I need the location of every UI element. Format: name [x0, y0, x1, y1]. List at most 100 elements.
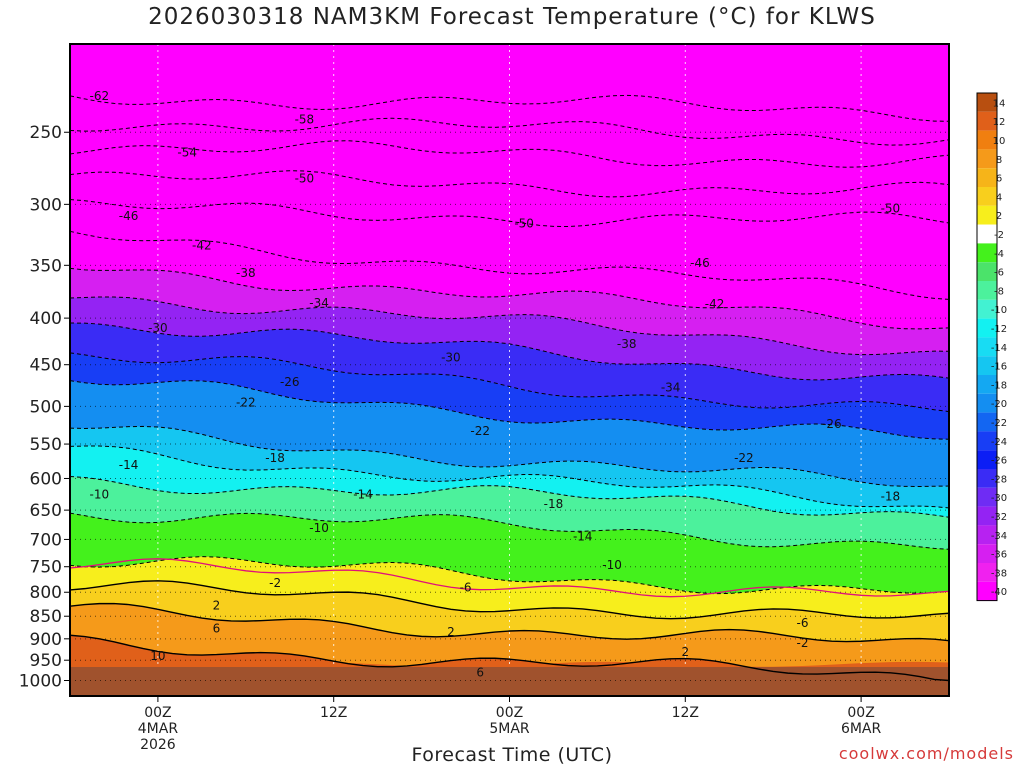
colorbar-label: -34 — [991, 531, 1007, 542]
contour-label: -6 — [797, 616, 809, 630]
y-tick-label: 1000 — [19, 671, 62, 691]
isotherm--50 — [70, 170, 949, 198]
colorbar-swatch — [977, 299, 997, 319]
colorbar: 14 12 10 8 6 4 2 -2 -4 -6 -8 -10 -12 -14 -16 -18 -20 -22 -… — [976, 92, 1007, 602]
y-tick-label: 850 — [30, 607, 62, 627]
band--62 — [70, 95, 949, 146]
colorbar-label: -20 — [991, 399, 1007, 410]
x-tick-label: 5MAR — [489, 721, 530, 737]
colorbar-swatch — [977, 111, 997, 131]
colorbar-swatch — [977, 93, 997, 112]
colorbar-swatch — [977, 187, 997, 206]
colorbar-swatch — [977, 393, 997, 413]
y-tick-label: 300 — [30, 195, 62, 215]
colorbar-swatch — [977, 450, 997, 469]
contour-label: -50 — [881, 201, 901, 215]
colorbar-label: 10 — [993, 136, 1006, 147]
y-tick-label: 450 — [30, 356, 62, 376]
colorbar-swatch — [977, 262, 997, 281]
isotherm--6 — [70, 512, 949, 550]
contour-label: -50 — [295, 171, 315, 185]
band-6 — [70, 603, 949, 681]
isotherm--62 — [70, 94, 949, 122]
contour-label: -14 — [573, 530, 593, 544]
colorbar-label: -24 — [991, 437, 1007, 448]
colorbar-label: -22 — [991, 418, 1007, 429]
x-axis-label: Forecast Time (UTC) — [411, 744, 613, 766]
colorbar-label: 2 — [996, 211, 1002, 222]
contour-label: 6 — [476, 665, 484, 679]
isotherm--46 — [70, 199, 949, 228]
isotherm--34 — [70, 296, 949, 356]
colorbar-label: 8 — [996, 155, 1002, 166]
band--22 — [70, 380, 949, 487]
band--6 — [70, 513, 949, 594]
contour-label: -54 — [177, 145, 197, 159]
colorbar-label: -2 — [994, 230, 1004, 241]
band--50 — [70, 170, 949, 227]
contour-label: -18 — [881, 490, 901, 504]
contour-label: 10 — [150, 649, 165, 663]
contour-label: 6 — [213, 622, 221, 636]
y-tick-label: 800 — [30, 583, 62, 603]
isotherm--54 — [70, 140, 949, 168]
y-tick-label: 900 — [30, 630, 62, 650]
colorbar-label: -12 — [991, 324, 1007, 335]
colorbar-swatch — [977, 544, 997, 563]
contour-label: -62 — [89, 89, 109, 103]
colorbar-label: -26 — [991, 456, 1007, 467]
colorbar-label: 14 — [993, 98, 1006, 109]
colorbar-label: -36 — [991, 550, 1007, 561]
grid-lines — [70, 44, 949, 681]
isotherm--14 — [70, 445, 949, 509]
colorbar-frame — [976, 92, 998, 602]
band--42 — [70, 231, 949, 329]
contour-label: -2 — [269, 576, 281, 590]
colorbar-label: -8 — [994, 286, 1004, 297]
contour-label: -14 — [119, 458, 139, 472]
isotherm--22 — [70, 380, 949, 440]
colorbar-swatch — [977, 130, 997, 150]
contour-label: -30 — [148, 321, 168, 335]
ground-rect — [70, 667, 949, 696]
colorbar-swatch — [977, 431, 997, 451]
contour-label: 2 — [447, 625, 455, 639]
isotherm--2 — [70, 556, 949, 595]
colorbar-swatch — [977, 243, 997, 263]
contour-label: -26 — [822, 417, 842, 431]
isotherm-6 — [70, 602, 949, 643]
x-tick-label: 4MAR — [138, 721, 179, 737]
colorbar-label: -30 — [991, 493, 1007, 504]
colorbar-swatch — [977, 525, 997, 545]
band--18 — [70, 426, 949, 508]
colorbar-swatch — [977, 168, 997, 187]
contour-label: -34 — [309, 296, 329, 310]
contour-label: -10 — [89, 488, 109, 502]
y-tick-label: 550 — [30, 435, 62, 455]
colorbar-label: -32 — [991, 512, 1007, 523]
isotherm--58 — [70, 117, 949, 146]
x-tick-label: 00Z — [144, 705, 171, 721]
colorbar-swatch — [977, 149, 997, 169]
y-tick-label: 400 — [30, 309, 62, 329]
colorbar-label: -28 — [991, 474, 1007, 485]
colorbar-swatch — [977, 281, 997, 300]
contour-label: -30 — [441, 351, 461, 365]
contour-label: -38 — [617, 337, 637, 351]
y-tick-label: 750 — [30, 558, 62, 578]
isotherm--18 — [70, 425, 949, 487]
contour-labels: -62-58-54-50-50-50-46-46-42-42-38-38-34-… — [89, 89, 901, 680]
credit-text: coolwx.com/models — [838, 744, 1014, 763]
contour-label: -58 — [295, 112, 315, 126]
band--14 — [70, 445, 949, 518]
colorbar-swatch — [977, 375, 997, 394]
colorbar-swatch — [977, 412, 997, 432]
band--26 — [70, 352, 949, 440]
colorbar-swatch — [977, 506, 997, 526]
x-tick-label: 12Z — [672, 705, 699, 721]
colorbar-label: 4 — [996, 192, 1002, 203]
contour-label: -22 — [470, 424, 490, 438]
colorbar-swatch — [977, 356, 997, 375]
contour-label: -6 — [460, 580, 472, 594]
